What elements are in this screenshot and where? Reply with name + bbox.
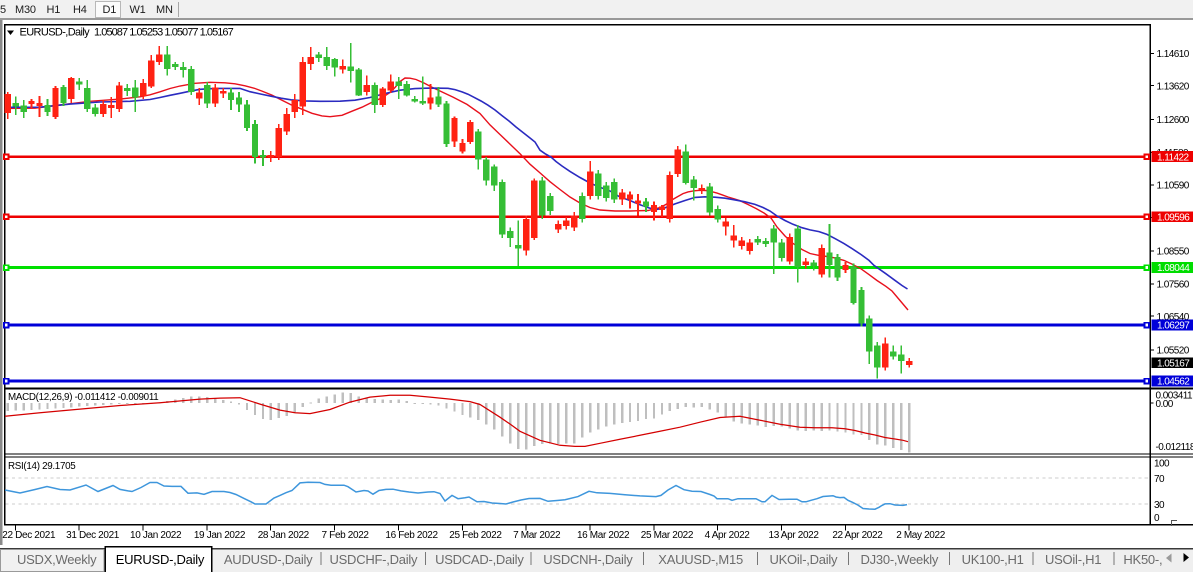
svg-text:1.04562: 1.04562	[1157, 377, 1190, 388]
svg-text:25 Mar 2022: 25 Mar 2022	[641, 530, 694, 541]
svg-text:1.05167: 1.05167	[1157, 359, 1190, 370]
svg-text:0.003411: 0.003411	[1156, 391, 1193, 402]
svg-text:USOil-,H1: USOil-,H1	[1045, 552, 1101, 567]
svg-text:USDCNH-,Daily: USDCNH-,Daily	[543, 552, 633, 567]
svg-text:1.11422: 1.11422	[1157, 152, 1190, 163]
svg-text:HK50-,: HK50-,	[1123, 552, 1162, 567]
svg-text:70: 70	[1154, 474, 1165, 485]
svg-text:25 Feb 2022: 25 Feb 2022	[449, 530, 502, 541]
svg-text:EURUSD-,Daily: EURUSD-,Daily	[20, 27, 91, 39]
svg-text:1.06297: 1.06297	[1157, 321, 1190, 332]
svg-text:31 Dec 2021: 31 Dec 2021	[66, 530, 120, 541]
svg-text:0: 0	[1154, 513, 1160, 524]
svg-text:UKOil-,Daily: UKOil-,Daily	[770, 552, 839, 567]
svg-text:1.05520: 1.05520	[1157, 345, 1190, 356]
svg-text:13 Apr 2022: 13 Apr 2022	[769, 530, 820, 541]
svg-text:16 Feb 2022: 16 Feb 2022	[385, 530, 438, 541]
svg-text:1.08044: 1.08044	[1157, 263, 1190, 274]
svg-text:30: 30	[1154, 500, 1165, 511]
svg-text:10 Jan 2022: 10 Jan 2022	[130, 530, 182, 541]
svg-text:RSI(14) 29.1705: RSI(14) 29.1705	[8, 461, 76, 472]
svg-text:DJ30-,Weekly: DJ30-,Weekly	[861, 552, 939, 567]
svg-text:1.05087 1.05253 1.05077 1.0516: 1.05087 1.05253 1.05077 1.05167	[94, 27, 234, 39]
svg-text:H1: H1	[47, 4, 61, 16]
svg-text:W1: W1	[130, 4, 146, 16]
svg-text:2 May 2022: 2 May 2022	[896, 530, 946, 541]
svg-text:EURUSD-,Daily: EURUSD-,Daily	[116, 552, 205, 567]
svg-text:USDX,Weekly: USDX,Weekly	[17, 552, 97, 567]
svg-text:H4: H4	[73, 4, 87, 16]
svg-text:MACD(12,26,9) -0.011412 -0.009: MACD(12,26,9) -0.011412 -0.009011	[8, 392, 158, 403]
svg-text:22 Apr 2022: 22 Apr 2022	[832, 530, 883, 541]
svg-text:XAUUSD-,M15: XAUUSD-,M15	[658, 552, 743, 567]
svg-text:100: 100	[1154, 459, 1170, 470]
svg-text:22 Dec 2021: 22 Dec 2021	[2, 530, 56, 541]
svg-text:1.09596: 1.09596	[1157, 213, 1190, 224]
svg-text:D1: D1	[103, 4, 117, 16]
svg-text:MN: MN	[156, 4, 173, 16]
svg-text:1.13620: 1.13620	[1157, 81, 1190, 92]
svg-text:0.00: 0.00	[1156, 399, 1174, 410]
svg-text:-0.012118: -0.012118	[1156, 442, 1193, 453]
svg-text:19 Jan 2022: 19 Jan 2022	[194, 530, 246, 541]
svg-text:UK100-,H1: UK100-,H1	[962, 552, 1024, 567]
svg-text:28 Jan 2022: 28 Jan 2022	[258, 530, 310, 541]
svg-text:USDCAD-,Daily: USDCAD-,Daily	[435, 552, 524, 567]
svg-text:1.12600: 1.12600	[1157, 115, 1190, 126]
svg-text:1.10590: 1.10590	[1157, 181, 1190, 192]
svg-text:1.08550: 1.08550	[1157, 247, 1190, 258]
svg-text:1.06540: 1.06540	[1157, 312, 1190, 323]
svg-text:M30: M30	[15, 4, 36, 16]
svg-text:1.07560: 1.07560	[1157, 280, 1190, 291]
svg-text:AUDUSD-,Daily: AUDUSD-,Daily	[224, 552, 313, 567]
svg-text:4 Apr 2022: 4 Apr 2022	[705, 530, 751, 541]
svg-text:5: 5	[0, 4, 6, 16]
svg-text:USDCHF-,Daily: USDCHF-,Daily	[330, 552, 419, 567]
svg-text:16 Mar 2022: 16 Mar 2022	[577, 530, 630, 541]
svg-text:7 Feb 2022: 7 Feb 2022	[322, 530, 370, 541]
svg-text:7 Mar 2022: 7 Mar 2022	[513, 530, 561, 541]
svg-text:1.14610: 1.14610	[1157, 49, 1190, 60]
